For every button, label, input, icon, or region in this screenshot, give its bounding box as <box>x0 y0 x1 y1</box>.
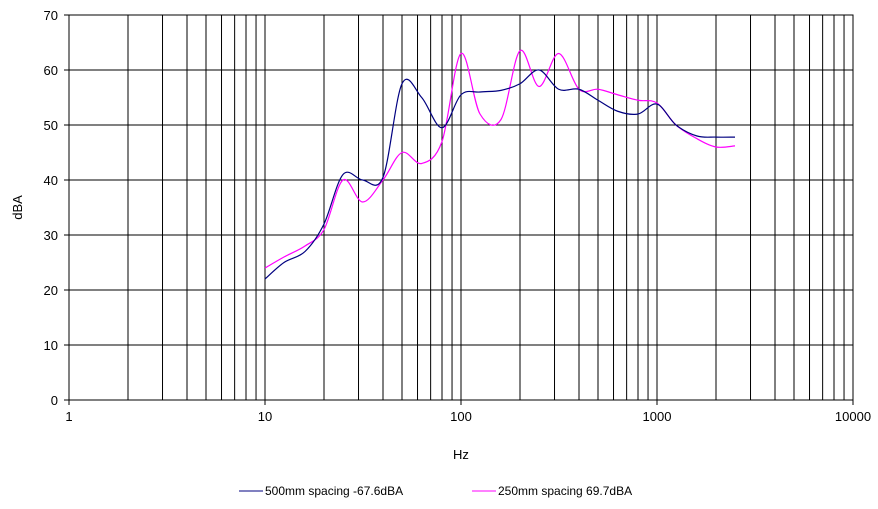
y-tick-label: 40 <box>44 173 58 188</box>
legend: 500mm spacing -67.6dBA 250mm spacing 69.… <box>239 484 632 498</box>
x-axis-title: Hz <box>453 447 469 462</box>
x-tick-label: 10 <box>258 409 272 424</box>
grid <box>64 14 854 405</box>
x-tick-labels: 1 10 100 1000 10000 <box>65 409 871 424</box>
x-tick-label: 1 <box>65 409 72 424</box>
y-tick-label: 0 <box>51 393 58 408</box>
y-tick-label: 30 <box>44 228 58 243</box>
legend-label-250mm: 250mm spacing 69.7dBA <box>498 484 632 498</box>
y-tick-label: 10 <box>44 338 58 353</box>
legend-label-500mm: 500mm spacing -67.6dBA <box>265 484 403 498</box>
y-tick-label: 70 <box>44 8 58 23</box>
series-line-500mm <box>264 69 736 280</box>
x-tick-label: 1000 <box>643 409 672 424</box>
plot-area <box>68 14 854 401</box>
y-tick-label: 20 <box>44 283 58 298</box>
series-lines <box>264 50 736 280</box>
x-tick-label: 100 <box>450 409 472 424</box>
y-tick-label: 50 <box>44 118 58 133</box>
y-axis-title: dBA <box>10 195 25 220</box>
y-tick-labels: 0 10 20 30 40 50 60 70 <box>44 8 58 408</box>
series-line-250mm <box>264 50 736 269</box>
y-tick-label: 60 <box>44 63 58 78</box>
x-tick-label: 10000 <box>835 409 871 424</box>
